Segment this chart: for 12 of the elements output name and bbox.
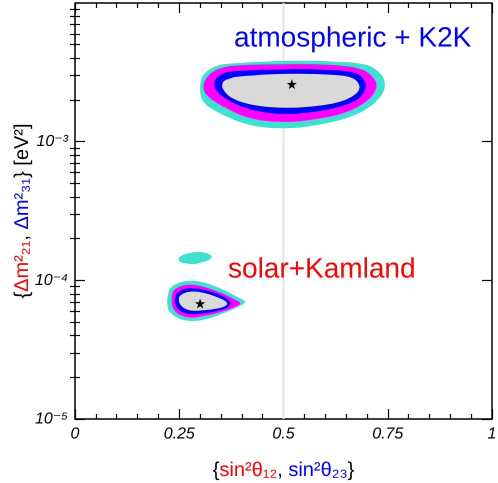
annotation: solar+Kamland <box>228 252 416 284</box>
y-tick-label: 10⁻⁴ <box>34 272 68 289</box>
x-tick-label: 0.75 <box>372 426 404 442</box>
y-tick-label: 10⁻³ <box>36 133 69 150</box>
annotation: atmospheric + K2K <box>234 22 472 52</box>
x-tick-label: 0.25 <box>164 426 195 442</box>
x-tick-label: 1 <box>488 426 496 442</box>
x-tick-label: 0 <box>70 426 80 442</box>
y-axis-title: {Δm²₂₁, Δm²₃₁} [eV²] <box>11 123 33 299</box>
y-tick-label: 10⁻⁵ <box>35 410 68 428</box>
x-tick-label: 0.5 <box>272 426 295 442</box>
x-axis-title: {sin²θ₁₂, sin²θ₂₃} <box>212 459 355 481</box>
